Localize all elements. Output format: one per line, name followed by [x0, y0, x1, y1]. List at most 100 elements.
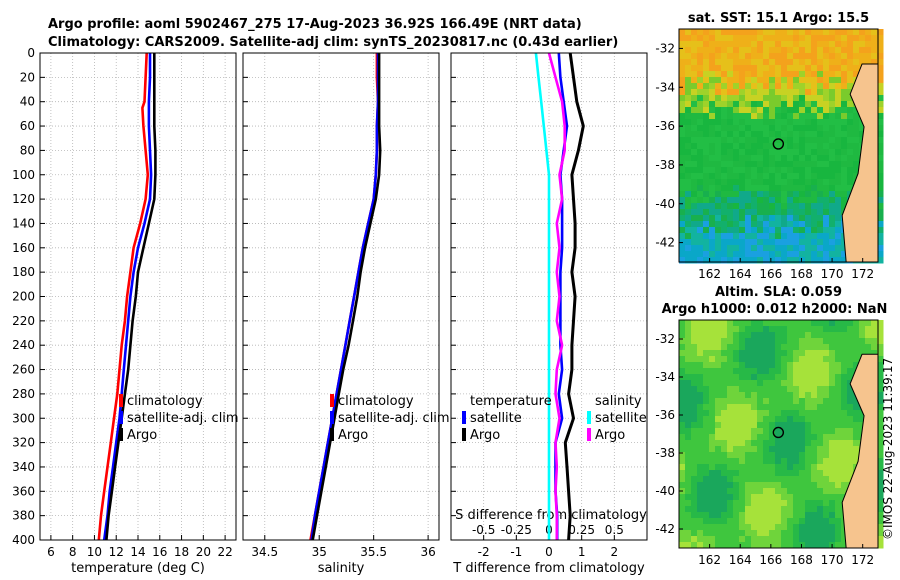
- map-cell: [865, 41, 872, 48]
- map-cell: [805, 362, 812, 369]
- map-cell: [775, 155, 782, 162]
- map-cell: [709, 458, 716, 465]
- map-cell: [709, 83, 716, 90]
- y-tick-label: 160: [12, 241, 35, 255]
- map-cell: [811, 356, 818, 363]
- map-cell: [691, 356, 698, 363]
- map-cell: [691, 344, 698, 351]
- map-cell: [817, 434, 824, 441]
- map-cell: [763, 119, 770, 126]
- map-cell: [733, 398, 740, 405]
- s-tick-label: 0.5: [605, 523, 624, 537]
- map-cell: [775, 422, 782, 429]
- map-cell: [745, 518, 752, 525]
- map-cell: [787, 89, 794, 96]
- map-cell: [805, 203, 812, 210]
- map-cell: [709, 59, 716, 66]
- map-cell: [727, 155, 734, 162]
- map-cell: [817, 77, 824, 84]
- map-cell: [835, 404, 842, 411]
- map-cell: [679, 380, 686, 387]
- map-cell: [745, 542, 752, 549]
- map-cell: [709, 536, 716, 543]
- map-cell: [763, 35, 770, 42]
- map-cell: [679, 440, 686, 447]
- map-cell: [787, 470, 794, 477]
- map-cell: [829, 428, 836, 435]
- map-cell: [805, 155, 812, 162]
- map-cell: [877, 392, 884, 399]
- map-cell: [799, 482, 806, 489]
- map-cell: [793, 350, 800, 357]
- map-cell: [847, 167, 854, 174]
- map-cell: [793, 161, 800, 168]
- map-cell: [799, 59, 806, 66]
- map-cell: [859, 326, 866, 333]
- map-cell: [745, 512, 752, 519]
- map-cell: [805, 245, 812, 252]
- map-cell: [757, 410, 764, 417]
- map-title: sat. SST: 15.1 Argo: 15.5: [688, 11, 869, 26]
- map-cell: [745, 458, 752, 465]
- map-cell: [697, 476, 704, 483]
- map-cell: [805, 209, 812, 216]
- map-cell: [841, 137, 848, 144]
- map-cell: [691, 233, 698, 240]
- map-cell: [679, 482, 686, 489]
- map-cell: [709, 143, 716, 150]
- map-cell: [805, 89, 812, 96]
- map-cell: [739, 203, 746, 210]
- map-cell: [745, 482, 752, 489]
- map-cell: [763, 221, 770, 228]
- map-cell: [787, 512, 794, 519]
- map-cell: [709, 368, 716, 375]
- map-cell: [781, 374, 788, 381]
- map-cell: [703, 161, 710, 168]
- map-cell: [781, 185, 788, 192]
- map-cell: [793, 29, 800, 36]
- map-cell: [787, 65, 794, 72]
- map-cell: [751, 179, 758, 186]
- map-cell: [847, 332, 854, 339]
- map-cell: [703, 338, 710, 345]
- map-cell: [835, 173, 842, 180]
- map-cell: [703, 227, 710, 234]
- map-cell: [751, 368, 758, 375]
- map-cell: [727, 245, 734, 252]
- map-cell: [769, 83, 776, 90]
- map-cell: [775, 488, 782, 495]
- map-cell: [805, 464, 812, 471]
- map-cell: [799, 203, 806, 210]
- map-cell: [823, 155, 830, 162]
- map-cell: [727, 362, 734, 369]
- map-cell: [787, 155, 794, 162]
- map-cell: [703, 59, 710, 66]
- map-cell: [811, 257, 818, 264]
- map-cell: [835, 320, 842, 327]
- map-cell: [733, 251, 740, 258]
- map-cell: [871, 332, 878, 339]
- map-cell: [781, 440, 788, 447]
- map-cell: [793, 119, 800, 126]
- map-cell: [811, 119, 818, 126]
- map-cell: [757, 221, 764, 228]
- map-cell: [781, 41, 788, 48]
- map-cell: [841, 356, 848, 363]
- map-cell: [805, 53, 812, 60]
- map-y-tick-label: -40: [655, 197, 675, 211]
- map-cell: [715, 89, 722, 96]
- map-cell: [739, 83, 746, 90]
- map-cell: [745, 440, 752, 447]
- y-tick-label: 220: [12, 314, 35, 328]
- map-cell: [835, 89, 842, 96]
- map-cell: [751, 536, 758, 543]
- map-cell: [679, 221, 686, 228]
- map-cell: [721, 203, 728, 210]
- map-cell: [757, 251, 764, 258]
- map-cell: [835, 221, 842, 228]
- map-cell: [835, 470, 842, 477]
- map-cell: [709, 221, 716, 228]
- map-cell: [703, 368, 710, 375]
- map-cell: [709, 404, 716, 411]
- map-cell: [799, 113, 806, 120]
